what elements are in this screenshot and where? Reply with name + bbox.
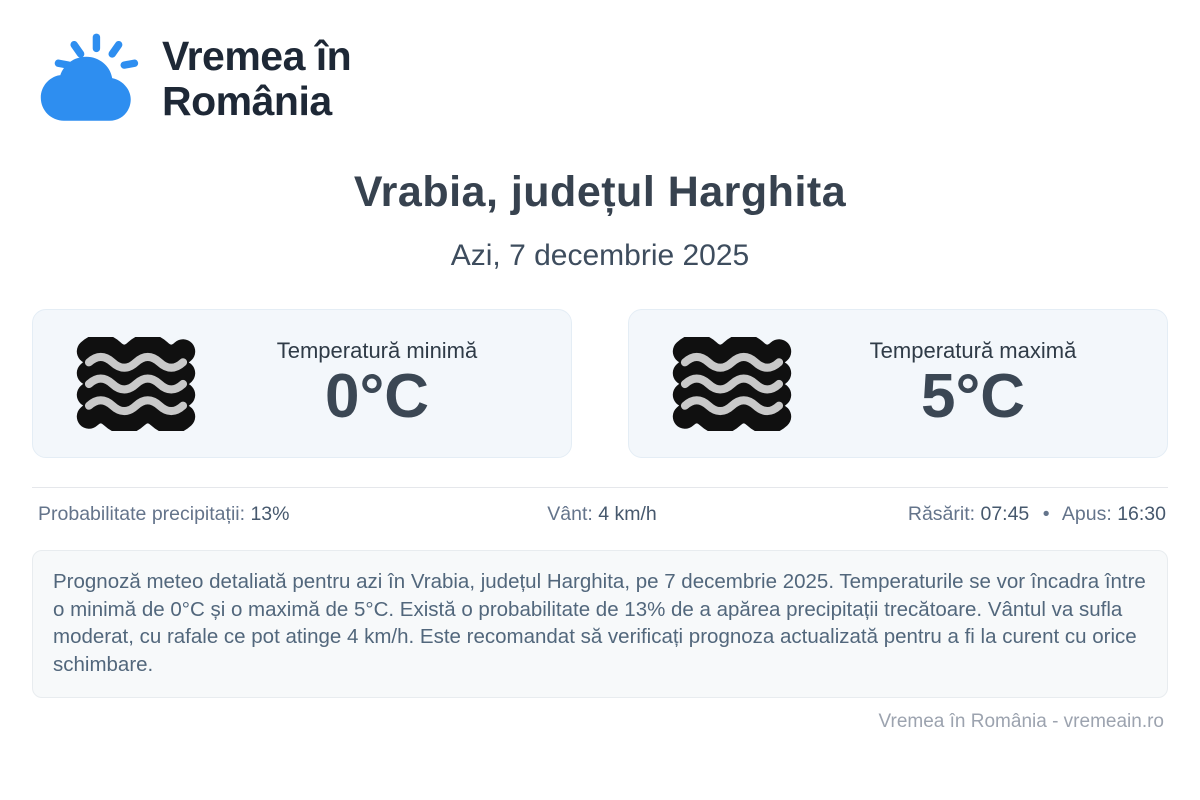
temp-max-text: Temperatură maximă 5°C bbox=[793, 338, 1153, 429]
temp-max-card: Temperatură maximă 5°C bbox=[628, 309, 1168, 458]
temp-min-value: 0°C bbox=[324, 361, 430, 431]
logo-text-line1: Vremea în bbox=[162, 33, 352, 80]
temp-max-value: 5°C bbox=[920, 361, 1026, 431]
forecast-description-text: Prognoză meteo detaliată pentru azi în V… bbox=[53, 570, 1146, 676]
temp-min-label: Temperatură minimă bbox=[276, 337, 478, 363]
sunset-value: 16:30 bbox=[1117, 503, 1166, 525]
page-title: Vrabia, județul Harghita bbox=[353, 168, 847, 216]
divider bbox=[32, 487, 1168, 488]
sun-times-stat: Răsărit: 07:45 • Apus: 16:30 bbox=[790, 503, 1166, 526]
forecast-description-box: Prognoză meteo detaliată pentru azi în V… bbox=[32, 550, 1168, 698]
fog-icon bbox=[75, 337, 197, 431]
logo-text-line2: România bbox=[162, 78, 332, 124]
temp-max-label: Temperatură maximă bbox=[869, 337, 1077, 363]
precipitation-label: Probabilitate precipitații: bbox=[38, 503, 246, 525]
weather-page: Vremea în România Vrabia, județul Harghi… bbox=[32, 0, 1168, 732]
logo: Vremea în România bbox=[38, 30, 1168, 128]
precipitation-value: 13% bbox=[250, 503, 290, 525]
date-subtitle: Azi, 7 decembrie 2025 bbox=[450, 239, 750, 272]
temperature-cards: Temperatură minimă 0°C Temperatură maxim… bbox=[32, 309, 1168, 458]
temp-min-card: Temperatură minimă 0°C bbox=[32, 309, 572, 458]
sun-cloud-icon bbox=[38, 30, 140, 128]
bullet-separator: • bbox=[1042, 503, 1050, 525]
wind-label: Vânt: bbox=[547, 503, 593, 525]
logo-text: Vremea în România bbox=[162, 33, 352, 124]
wind-stat: Vânt: 4 km/h bbox=[414, 503, 790, 526]
sunset-label: Apus: bbox=[1061, 503, 1112, 525]
fog-icon bbox=[671, 337, 793, 431]
wind-value: 4 km/h bbox=[598, 503, 657, 525]
precipitation-stat: Probabilitate precipitații: 13% bbox=[38, 503, 414, 526]
stats-row: Probabilitate precipitații: 13% Vânt: 4 … bbox=[32, 488, 1168, 541]
footer-credit: Vremea în România - vremeain.ro bbox=[878, 711, 1164, 732]
sunrise-value: 07:45 bbox=[980, 503, 1030, 525]
sunrise-label: Răsărit: bbox=[907, 503, 976, 525]
temp-min-text: Temperatură minimă 0°C bbox=[197, 338, 557, 429]
